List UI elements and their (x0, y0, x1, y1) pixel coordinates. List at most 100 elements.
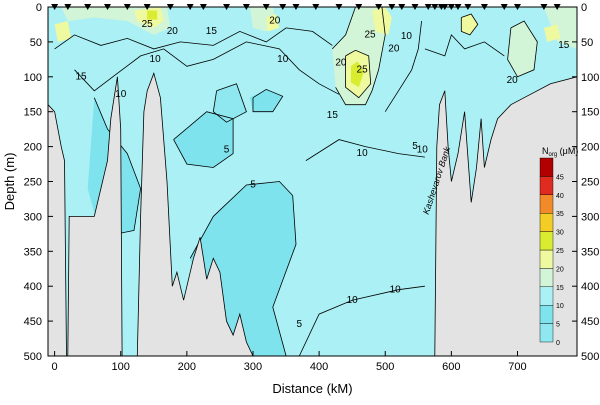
colorbar-block-3 (539, 268, 554, 287)
station-marker-16 (355, 4, 363, 10)
y-tick-label-left-5: 250 (24, 177, 42, 189)
band-30-central (350, 61, 365, 88)
contour-label-21: 5 (296, 319, 302, 330)
contour-label-12: 25 (364, 30, 376, 41)
station-marker-20 (411, 4, 419, 10)
station-marker-2 (84, 4, 92, 10)
contour-line-2 (93, 97, 142, 238)
y-tick-label-right-1: 50 (581, 37, 593, 49)
band-25-far-east (543, 24, 561, 42)
contour-line-1 (74, 41, 340, 95)
y-tick-label-right-6: 300 (581, 211, 599, 223)
band-25-left (54, 21, 72, 42)
station-marker-29 (500, 4, 508, 10)
x-tick-label-2: 200 (178, 361, 196, 373)
x-tick-label-6: 600 (442, 361, 460, 373)
y-tick-label-left-2: 100 (24, 72, 42, 84)
contour-line-9 (298, 285, 425, 356)
station-marker-26 (454, 4, 462, 10)
contour-label-13: 25 (357, 64, 369, 75)
contour-line-15 (424, 34, 505, 57)
colorbar-block-0 (539, 323, 554, 343)
y-tick-label-left-6: 300 (24, 211, 42, 223)
band-lowest-mid (213, 83, 247, 123)
station-marker-17 (375, 4, 383, 10)
station-marker-25 (447, 4, 455, 10)
contour-line-13 (252, 88, 284, 113)
station-marker-6 (166, 4, 174, 10)
colorbar-label-8: 40 (556, 193, 564, 200)
y-tick-label-left-8: 400 (24, 281, 42, 293)
band-20-east (507, 21, 538, 77)
contour-label-7: 10 (277, 54, 289, 65)
y-tick-label-right-4: 200 (581, 142, 599, 154)
contour-label-2: 15 (206, 26, 218, 37)
x-tick-label-0: 0 (52, 361, 58, 373)
station-marker-12 (279, 4, 287, 10)
colorbar-block-6 (539, 212, 554, 232)
contour-label-8: 5 (224, 145, 230, 156)
contour-line-0 (54, 27, 333, 50)
colorbar-label-0: 0 (556, 340, 560, 347)
contour-label-19: 20 (507, 75, 519, 86)
colorbar-label-5: 25 (556, 248, 564, 255)
station-marker-32 (553, 4, 561, 10)
contour-label-16: 5 (412, 141, 418, 152)
station-marker-1 (64, 4, 72, 10)
y-tick-label-left-9: 450 (24, 316, 42, 328)
colorbar-block-9 (539, 157, 554, 177)
contour-line-12 (460, 13, 479, 36)
station-marker-24 (441, 4, 449, 10)
x-tick-label-3: 300 (244, 361, 262, 373)
colorbar-label-1: 5 (556, 322, 560, 329)
y-tick-label-left-10: 500 (24, 351, 42, 363)
station-marker-28 (480, 4, 488, 10)
station-marker-3 (104, 4, 112, 10)
station-marker-22 (431, 4, 439, 10)
y-tick-label-right-5: 250 (581, 177, 599, 189)
station-marker-15 (335, 4, 343, 10)
contour-line-7 (345, 49, 372, 99)
x-axis-title: Distance (kM) (272, 381, 352, 396)
y-tick-label-right-10: 500 (581, 351, 599, 363)
station-marker-13 (292, 4, 300, 10)
colorbar-block-4 (539, 249, 554, 269)
x-tick-label-4: 400 (310, 361, 328, 373)
contour-line-14 (212, 83, 247, 123)
station-marker-4 (123, 4, 131, 10)
contour-label-4: 15 (76, 71, 88, 82)
y-tick-label-right-7: 350 (581, 246, 599, 258)
colorbar-block-8 (539, 176, 554, 195)
colorbar-label-2: 10 (556, 303, 564, 310)
band-25-e (266, 14, 280, 32)
station-marker-31 (540, 4, 548, 10)
y-tick-label-left-3: 150 (24, 107, 42, 119)
y-tick-label-left-1: 50 (30, 37, 42, 49)
colorbar-block-1 (539, 305, 554, 324)
contour-label-6: 20 (269, 16, 281, 27)
contour-label-5: 10 (115, 89, 127, 100)
station-marker-0 (51, 4, 59, 10)
contour-line-6 (335, 7, 386, 106)
contour-label-9: 5 (250, 180, 256, 191)
contour-label-20: 15 (558, 40, 570, 51)
contour-label-14: 20 (388, 44, 400, 55)
y-tick-label-right-9: 450 (581, 316, 599, 328)
colorbar-label-7: 35 (556, 211, 564, 218)
x-tick-label-1: 100 (112, 361, 130, 373)
contour-line-10 (384, 20, 422, 112)
station-marker-14 (312, 4, 320, 10)
station-marker-5 (143, 4, 151, 10)
colorbar-label-4: 20 (556, 266, 564, 273)
station-marker-18 (388, 4, 396, 10)
contour-line-5 (332, 7, 356, 50)
station-marker-30 (513, 4, 521, 10)
x-tick-label-5: 500 (376, 361, 394, 373)
seafloor-bathymetry (48, 72, 577, 356)
station-marker-7 (186, 4, 194, 10)
y-tick-label-right-2: 100 (581, 72, 599, 84)
contour-label-3: 10 (150, 54, 162, 65)
